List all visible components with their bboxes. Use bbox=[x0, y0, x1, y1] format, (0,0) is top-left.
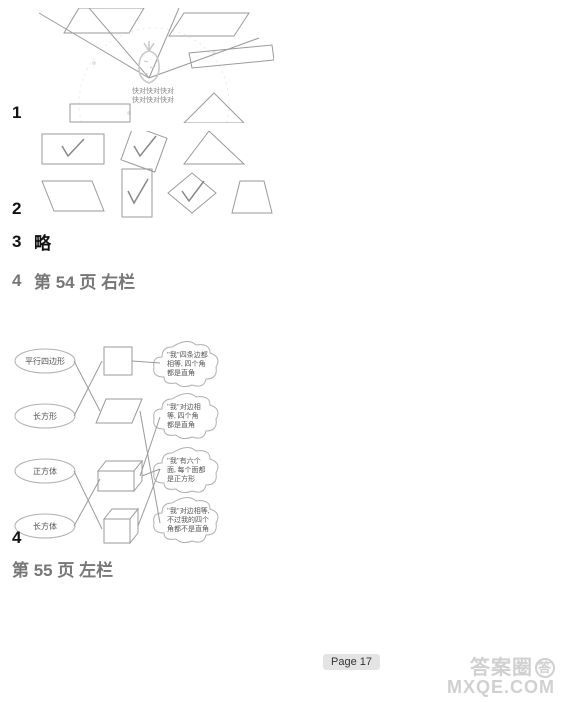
watermark-bottom-text: MXQE.COM bbox=[447, 678, 555, 696]
svg-text:角都不是直角: 角都不是直角 bbox=[167, 524, 209, 533]
svg-text:正方体: 正方体 bbox=[33, 466, 57, 476]
item-4a-number: 4 bbox=[12, 271, 34, 291]
svg-text:"我"四条边都: "我"四条边都 bbox=[167, 350, 208, 359]
svg-text:"我"有六个: "我"有六个 bbox=[167, 456, 201, 465]
item-4b-number: 4 bbox=[12, 528, 34, 548]
svg-text:相等, 四个角: 相等, 四个角 bbox=[167, 359, 206, 368]
svg-text:长方体: 长方体 bbox=[33, 521, 57, 531]
bottom-text: 第 55 页 左栏 bbox=[12, 556, 553, 581]
svg-text:不过我的四个: 不过我的四个 bbox=[167, 515, 209, 524]
svg-text:是正方形: 是正方形 bbox=[167, 474, 195, 483]
svg-text:平行四边形: 平行四边形 bbox=[25, 356, 65, 366]
fig1-tinytext-1: 快对快对快对 bbox=[132, 86, 174, 95]
item-2-row: 2 bbox=[12, 131, 553, 219]
svg-text:面, 每个面都: 面, 每个面都 bbox=[167, 465, 206, 474]
figure-2 bbox=[34, 131, 274, 219]
item-4a-text: 第 54 页 右栏 bbox=[34, 268, 135, 293]
figure-1: 快对快对快对 快对快对快对 bbox=[34, 8, 274, 123]
item-4b-section: 平行四边形 长方形 正方体 长方体 bbox=[12, 341, 553, 581]
svg-text:等, 四个角: 等, 四个角 bbox=[167, 411, 199, 420]
svg-text:都是直角: 都是直角 bbox=[167, 368, 195, 377]
watermark: 答案圈 答 MXQE.COM bbox=[447, 658, 555, 696]
svg-text:都是直角: 都是直角 bbox=[167, 420, 195, 429]
fig1-tinytext-2: 快对快对快对 bbox=[132, 95, 174, 104]
item-1-row: 1 bbox=[12, 8, 553, 123]
watermark-circle-icon: 答 bbox=[535, 658, 555, 678]
svg-text:长方形: 长方形 bbox=[33, 411, 57, 421]
item-4a-row: 4 第 54 页 右栏 bbox=[12, 268, 553, 293]
svg-text:"我"对边相等,: "我"对边相等, bbox=[167, 506, 210, 515]
item-3-text: 略 bbox=[34, 229, 51, 254]
item-3-number: 3 bbox=[12, 232, 34, 252]
figure-4: 平行四边形 长方形 正方体 长方体 bbox=[12, 341, 267, 546]
watermark-top-text: 答案圈 bbox=[470, 658, 533, 678]
page-badge: Page 17 bbox=[323, 654, 380, 670]
item-3-row: 3 略 bbox=[12, 229, 553, 254]
item-2-number: 2 bbox=[12, 199, 34, 219]
item-1-number: 1 bbox=[12, 103, 34, 123]
svg-text:"我"对边相: "我"对边相 bbox=[167, 402, 201, 411]
